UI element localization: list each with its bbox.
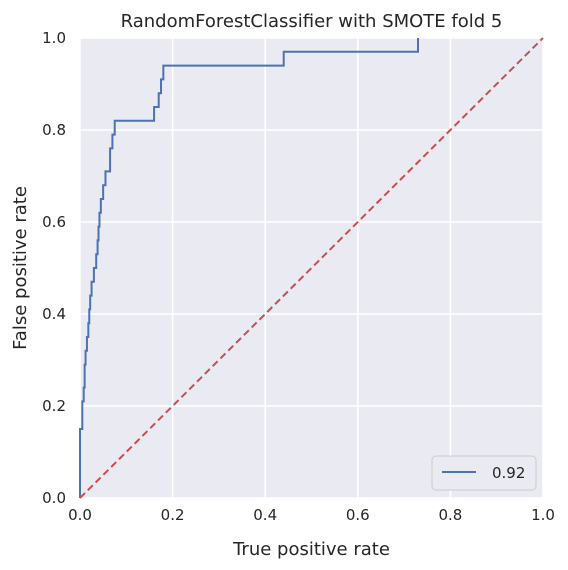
y-axis-label: False positive rate <box>10 186 31 350</box>
y-tick-label: 0.8 <box>42 121 66 139</box>
legend-entry-roc: 0.92 <box>492 464 525 482</box>
x-tick-label: 0.8 <box>438 506 462 524</box>
x-tick-label: 0.2 <box>161 506 185 524</box>
y-tick-labels: 0.0 0.2 0.4 0.6 0.8 1.0 <box>42 29 66 507</box>
y-tick-label: 0.2 <box>42 397 66 415</box>
x-tick-labels: 0.0 0.2 0.4 0.6 0.8 1.0 <box>68 506 555 524</box>
y-tick-label: 1.0 <box>42 29 66 47</box>
y-tick-label: 0.6 <box>42 213 66 231</box>
x-tick-label: 0.0 <box>68 506 92 524</box>
x-tick-label: 1.0 <box>531 506 555 524</box>
x-tick-label: 0.4 <box>253 506 277 524</box>
x-tick-label: 0.6 <box>346 506 370 524</box>
x-axis-label: True positive rate <box>232 539 390 560</box>
legend: 0.92 <box>432 456 536 490</box>
y-tick-label: 0.4 <box>42 305 66 323</box>
chart-title: RandomForestClassifier with SMOTE fold 5 <box>121 11 503 32</box>
y-tick-label: 0.0 <box>42 489 66 507</box>
